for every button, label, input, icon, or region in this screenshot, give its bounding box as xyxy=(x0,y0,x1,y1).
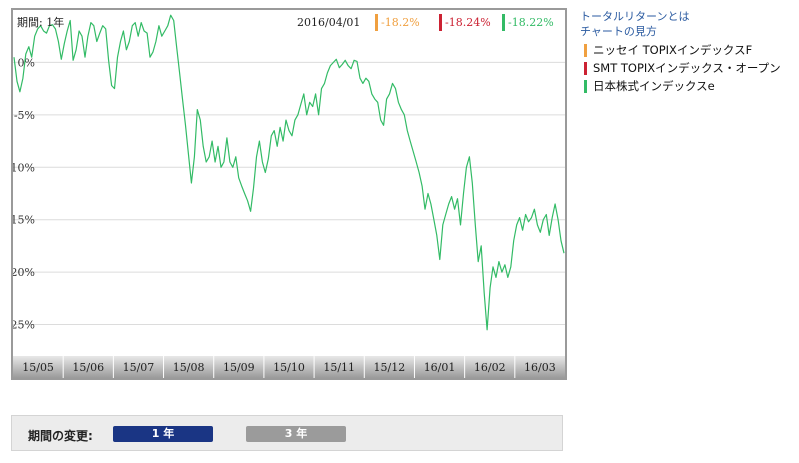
legend-swatch xyxy=(584,79,587,93)
x-tick-label-9: 16/02 xyxy=(474,361,506,374)
x-axis-band: 15/05 15/06 15/07 15/08 15/09 15/10 15/11 15/12… xyxy=(13,356,565,378)
x-tick-label-7: 15/12 xyxy=(374,361,406,374)
total-return-link[interactable]: トータルリターンとは xyxy=(580,10,690,23)
y-tick-label-1: -5% xyxy=(14,109,35,122)
y-tick-label-2: -10% xyxy=(13,161,35,174)
x-axis-band-bg xyxy=(13,356,565,378)
period-selector: 期間の変更: 1 年 3 年 xyxy=(11,415,563,451)
return-value-0: -18.2% xyxy=(381,16,420,29)
legend-item-nissay: ニッセイ TOPIXインデックスF xyxy=(584,41,781,59)
y-tick-label-3: -15% xyxy=(13,214,35,227)
grid-layer xyxy=(13,61,565,326)
x-tick-label-8: 16/01 xyxy=(424,361,456,374)
x-tick-label-0: 15/05 xyxy=(22,361,54,374)
x-tick-label-6: 15/11 xyxy=(323,361,355,374)
y-tick-label-4: -20% xyxy=(13,266,35,279)
x-tick-label-3: 15/08 xyxy=(173,361,205,374)
period-label: 期間: 1年 xyxy=(17,15,64,29)
period-1-year-button[interactable]: 1 年 xyxy=(113,426,213,442)
x-tick-label-2: 15/07 xyxy=(123,361,155,374)
y-tick-layer: 0% -5% -10% -15% -20% -25% xyxy=(13,56,35,331)
legend-label: ニッセイ TOPIXインデックスF xyxy=(593,43,753,57)
period-3-year-button[interactable]: 3 年 xyxy=(246,426,346,442)
return-marker-2 xyxy=(502,14,505,31)
date-label: 2016/04/01 xyxy=(297,16,360,29)
legend-swatch xyxy=(584,43,587,57)
legend-label: SMT TOPIXインデックス・オープン xyxy=(593,61,781,75)
series-layer xyxy=(13,14,565,331)
legend-swatch xyxy=(584,61,587,75)
legend-label: 日本株式インデックスe xyxy=(593,79,715,93)
series-line-0 xyxy=(13,14,565,331)
return-chart: 0%-5%-10%-15%-20%-25% 15/0515/0615/0715/… xyxy=(13,14,565,378)
legend: ニッセイ TOPIXインデックスF SMT TOPIXインデックス・オープン 日… xyxy=(584,41,781,95)
return-value-2: -18.22% xyxy=(508,16,554,29)
x-tick-label-5: 15/10 xyxy=(273,361,305,374)
x-tick-label-10: 16/03 xyxy=(524,361,556,374)
legend-item-smt: SMT TOPIXインデックス・オープン xyxy=(584,59,781,77)
chart-header: 期間: 1年 2016/04/01 -18.2% -18.24% -18.22% xyxy=(17,14,554,31)
return-marker-1 xyxy=(439,14,442,31)
legend-item-nihon: 日本株式インデックスe xyxy=(584,77,781,95)
how-to-read-link[interactable]: チャートの見方 xyxy=(580,25,657,38)
x-tick-label-1: 15/06 xyxy=(72,361,104,374)
y-tick-label-0: 0% xyxy=(18,56,35,69)
y-tick-label-5: -25% xyxy=(13,319,35,332)
return-value-1: -18.24% xyxy=(445,16,491,29)
help-links: トータルリターンとは チャートの見方 xyxy=(580,9,689,39)
x-tick-label-4: 15/09 xyxy=(223,361,255,374)
return-marker-0 xyxy=(375,14,378,31)
chart-frame: 0%-5%-10%-15%-20%-25% 15/0515/0615/0715/… xyxy=(11,8,567,380)
period-change-label: 期間の変更: xyxy=(28,429,93,443)
